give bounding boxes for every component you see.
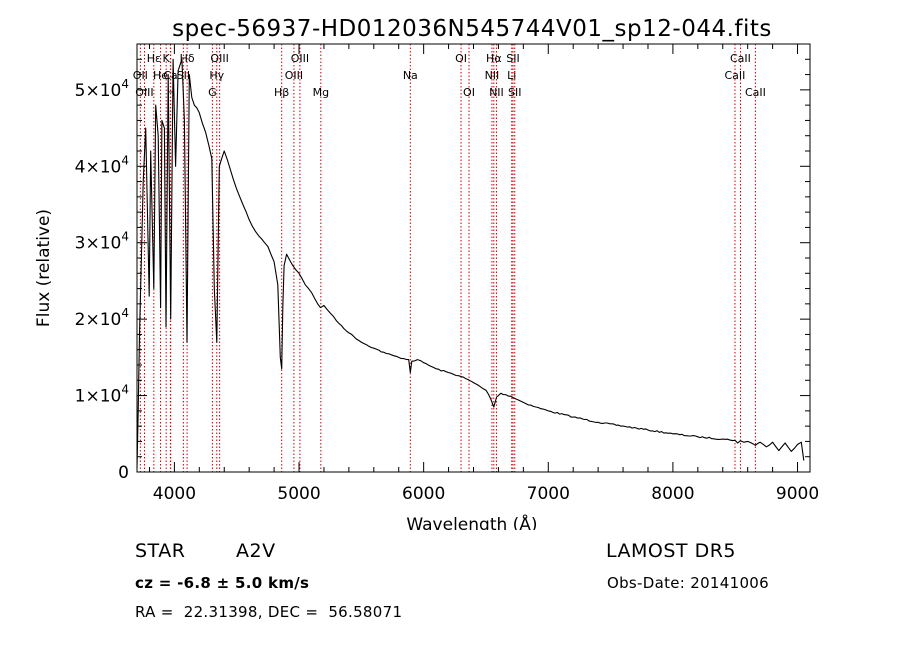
spectral-line-label: SII (506, 52, 519, 65)
chart-title: spec-56937-HD012036N545744V01_sp12-044.f… (172, 16, 772, 42)
spectral-line-label: OIII (135, 86, 153, 99)
y-tick-labels: 0 1×104 2×104 3×104 4×104 5×104 (75, 77, 129, 483)
spectrum-chart: spec-56937-HD012036N545744V01_sp12-044.f… (34, 16, 819, 530)
y-tick-label: 4×104 (75, 153, 129, 177)
x-tick-label: 5000 (277, 484, 320, 504)
spectral-line-label: CaII (745, 86, 766, 99)
spectral-lines-layer (139, 44, 756, 472)
x-tick-label: 7000 (527, 484, 570, 504)
spectrum-line (136, 58, 805, 469)
plot-frame (136, 43, 811, 473)
x-tick-label: 6000 (402, 484, 445, 504)
spectral-line-label: OIII (210, 52, 228, 65)
y-tick-label: 5×104 (75, 77, 129, 101)
spectral-line-label: He (153, 69, 168, 82)
spectral-line-label: SII (177, 69, 190, 82)
spectral-line-label: NII (485, 69, 500, 82)
x-tick-labels: 4000 5000 6000 7000 8000 9000 (153, 484, 819, 504)
spectral-line-label: CaII (730, 52, 751, 65)
ra-dec-coordinates: RA = 22.31398, DEC = 56.58071 (135, 603, 403, 621)
spectral-line-label: CaII (725, 69, 746, 82)
redshift-cz: cz = -6.8 ± 5.0 km/s (135, 574, 310, 592)
y-axis-label: Flux (relative) (34, 209, 54, 327)
x-tick-label: 9000 (776, 484, 819, 504)
spectral-line-label: SII (508, 86, 521, 99)
spectral-line-label: G (208, 86, 217, 99)
spectral-line-label: OI (455, 52, 467, 65)
spectral-line-label: Hε (147, 52, 161, 65)
spectral-line-label: Hδ (180, 52, 195, 65)
y-tick-label: 1×104 (75, 383, 129, 407)
y-tick-label: 0 (118, 463, 129, 483)
x-tick-label: 8000 (651, 484, 694, 504)
spectral-line-label: OII (133, 69, 148, 82)
spectral-line-label: Li (507, 69, 516, 82)
spectral-line-label: OI (463, 86, 475, 99)
x-axis-label: Wavelength (Å) (406, 513, 537, 530)
x-tick-label: 4000 (153, 484, 196, 504)
y-tick-label: 2×104 (75, 306, 129, 330)
spectral-line-label: K (163, 52, 171, 65)
spectral-line-label: OIII (291, 52, 309, 65)
spectral-line-label: NII (489, 86, 504, 99)
spectral-line-label: Na (403, 69, 418, 82)
spectral-subclass: A2V (236, 540, 276, 562)
spectral-line-label: Hγ (209, 69, 224, 82)
y-tick-label: 3×104 (75, 230, 129, 254)
axis-ticks-layer (137, 43, 810, 473)
spectral-line-label: H (167, 86, 175, 99)
spectral-line-label: OIII (285, 69, 303, 82)
observation-date: Obs-Date: 20141006 (607, 574, 769, 592)
spectral-line-label: Hα (486, 52, 502, 65)
object-class: STAR (135, 540, 186, 562)
survey-name: LAMOST DR5 (606, 540, 736, 562)
spectral-line-label: Mg (313, 86, 329, 99)
spectral-line-label: Hβ (274, 86, 289, 99)
spectral-line-label: Ca (163, 69, 177, 82)
